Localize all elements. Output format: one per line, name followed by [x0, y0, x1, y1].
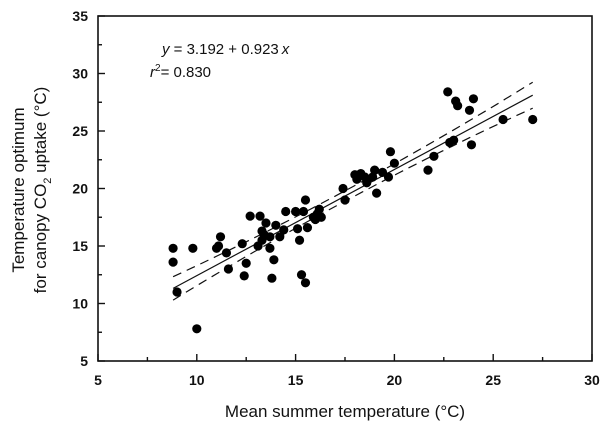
- data-point: [215, 232, 226, 242]
- data-point: [265, 232, 275, 242]
- data-point: [443, 87, 453, 97]
- data-point: [255, 211, 265, 221]
- data-point: [338, 183, 348, 194]
- data-point: [389, 158, 399, 168]
- data-point: [300, 278, 311, 288]
- data-point: [468, 94, 479, 104]
- y-tick-label: 25: [72, 123, 88, 139]
- x-axis-ticks: 5 10 15 20 25 30: [94, 354, 600, 388]
- equation-annotation: y = 3.192 + 0.923 x: [161, 41, 290, 58]
- y-axis-title: Temperature optimum for canopy CO2 uptak…: [9, 87, 54, 294]
- data-point: [314, 204, 324, 214]
- x-tick-label: 5: [94, 372, 102, 388]
- data-point: [271, 220, 281, 230]
- data-point: [265, 243, 275, 253]
- data-point: [429, 151, 439, 161]
- y-tick-label: 20: [72, 181, 88, 197]
- r-squared-annotation: r2= 0.830: [150, 63, 211, 81]
- data-point: [300, 195, 311, 205]
- x-tick-label: 25: [485, 372, 501, 388]
- data-point: [213, 241, 224, 251]
- data-point: [269, 255, 279, 265]
- data-point: [267, 273, 277, 283]
- data-point: [221, 248, 232, 258]
- data-point: [453, 101, 463, 111]
- data-point: [245, 211, 255, 221]
- regression-line: [172, 94, 534, 289]
- data-point: [275, 232, 285, 242]
- data-point: [237, 239, 247, 249]
- y-tick-label: 30: [72, 66, 88, 82]
- data-point: [168, 243, 178, 253]
- data-point: [241, 258, 251, 268]
- y-tick-label: 15: [72, 238, 88, 254]
- data-point: [385, 147, 396, 157]
- data-point: [466, 140, 477, 150]
- data-point: [340, 195, 350, 205]
- y-axis-ticks: 5 10 15 20 25 30 35: [72, 8, 105, 369]
- plot-area: 5 10 15 20 25 30 5 10 15 20 25 30 35: [72, 8, 600, 388]
- data-point: [223, 264, 234, 274]
- data-points: [168, 87, 538, 334]
- x-axis-title: Mean summer temperature (°C): [225, 402, 465, 421]
- data-point: [498, 114, 508, 125]
- data-point: [383, 172, 394, 182]
- x-tick-label: 20: [387, 372, 403, 388]
- data-point: [302, 223, 313, 233]
- y-tick-label: 10: [72, 296, 88, 312]
- data-point: [291, 206, 301, 217]
- data-point: [298, 206, 309, 217]
- data-point: [296, 270, 307, 280]
- data-point: [316, 212, 326, 222]
- y-axis-title-line2: for canopy CO2 uptake (°C): [31, 87, 54, 294]
- x-tick-label: 15: [288, 372, 304, 388]
- x-tick-label: 10: [189, 372, 205, 388]
- data-point: [261, 218, 271, 228]
- confidence-band-upper: [172, 81, 534, 278]
- data-point: [362, 178, 372, 188]
- y-axis-title-line1: Temperature optimum: [9, 107, 28, 272]
- data-point: [528, 114, 538, 125]
- regression-lines: [172, 81, 534, 301]
- y-tick-label: 35: [72, 8, 88, 24]
- data-point: [372, 188, 382, 198]
- data-point: [239, 271, 249, 281]
- data-point: [368, 172, 378, 182]
- data-point: [168, 257, 178, 267]
- data-point: [192, 324, 202, 334]
- data-point: [281, 206, 291, 217]
- x-tick-label: 30: [584, 372, 600, 388]
- data-point: [370, 165, 380, 175]
- data-point: [188, 243, 198, 253]
- data-point: [464, 105, 475, 115]
- data-point: [423, 165, 433, 175]
- data-point: [292, 224, 303, 234]
- data-point: [172, 287, 182, 297]
- data-point: [294, 235, 305, 245]
- data-point: [449, 135, 459, 145]
- data-point: [279, 225, 289, 235]
- y-tick-label: 5: [80, 353, 88, 369]
